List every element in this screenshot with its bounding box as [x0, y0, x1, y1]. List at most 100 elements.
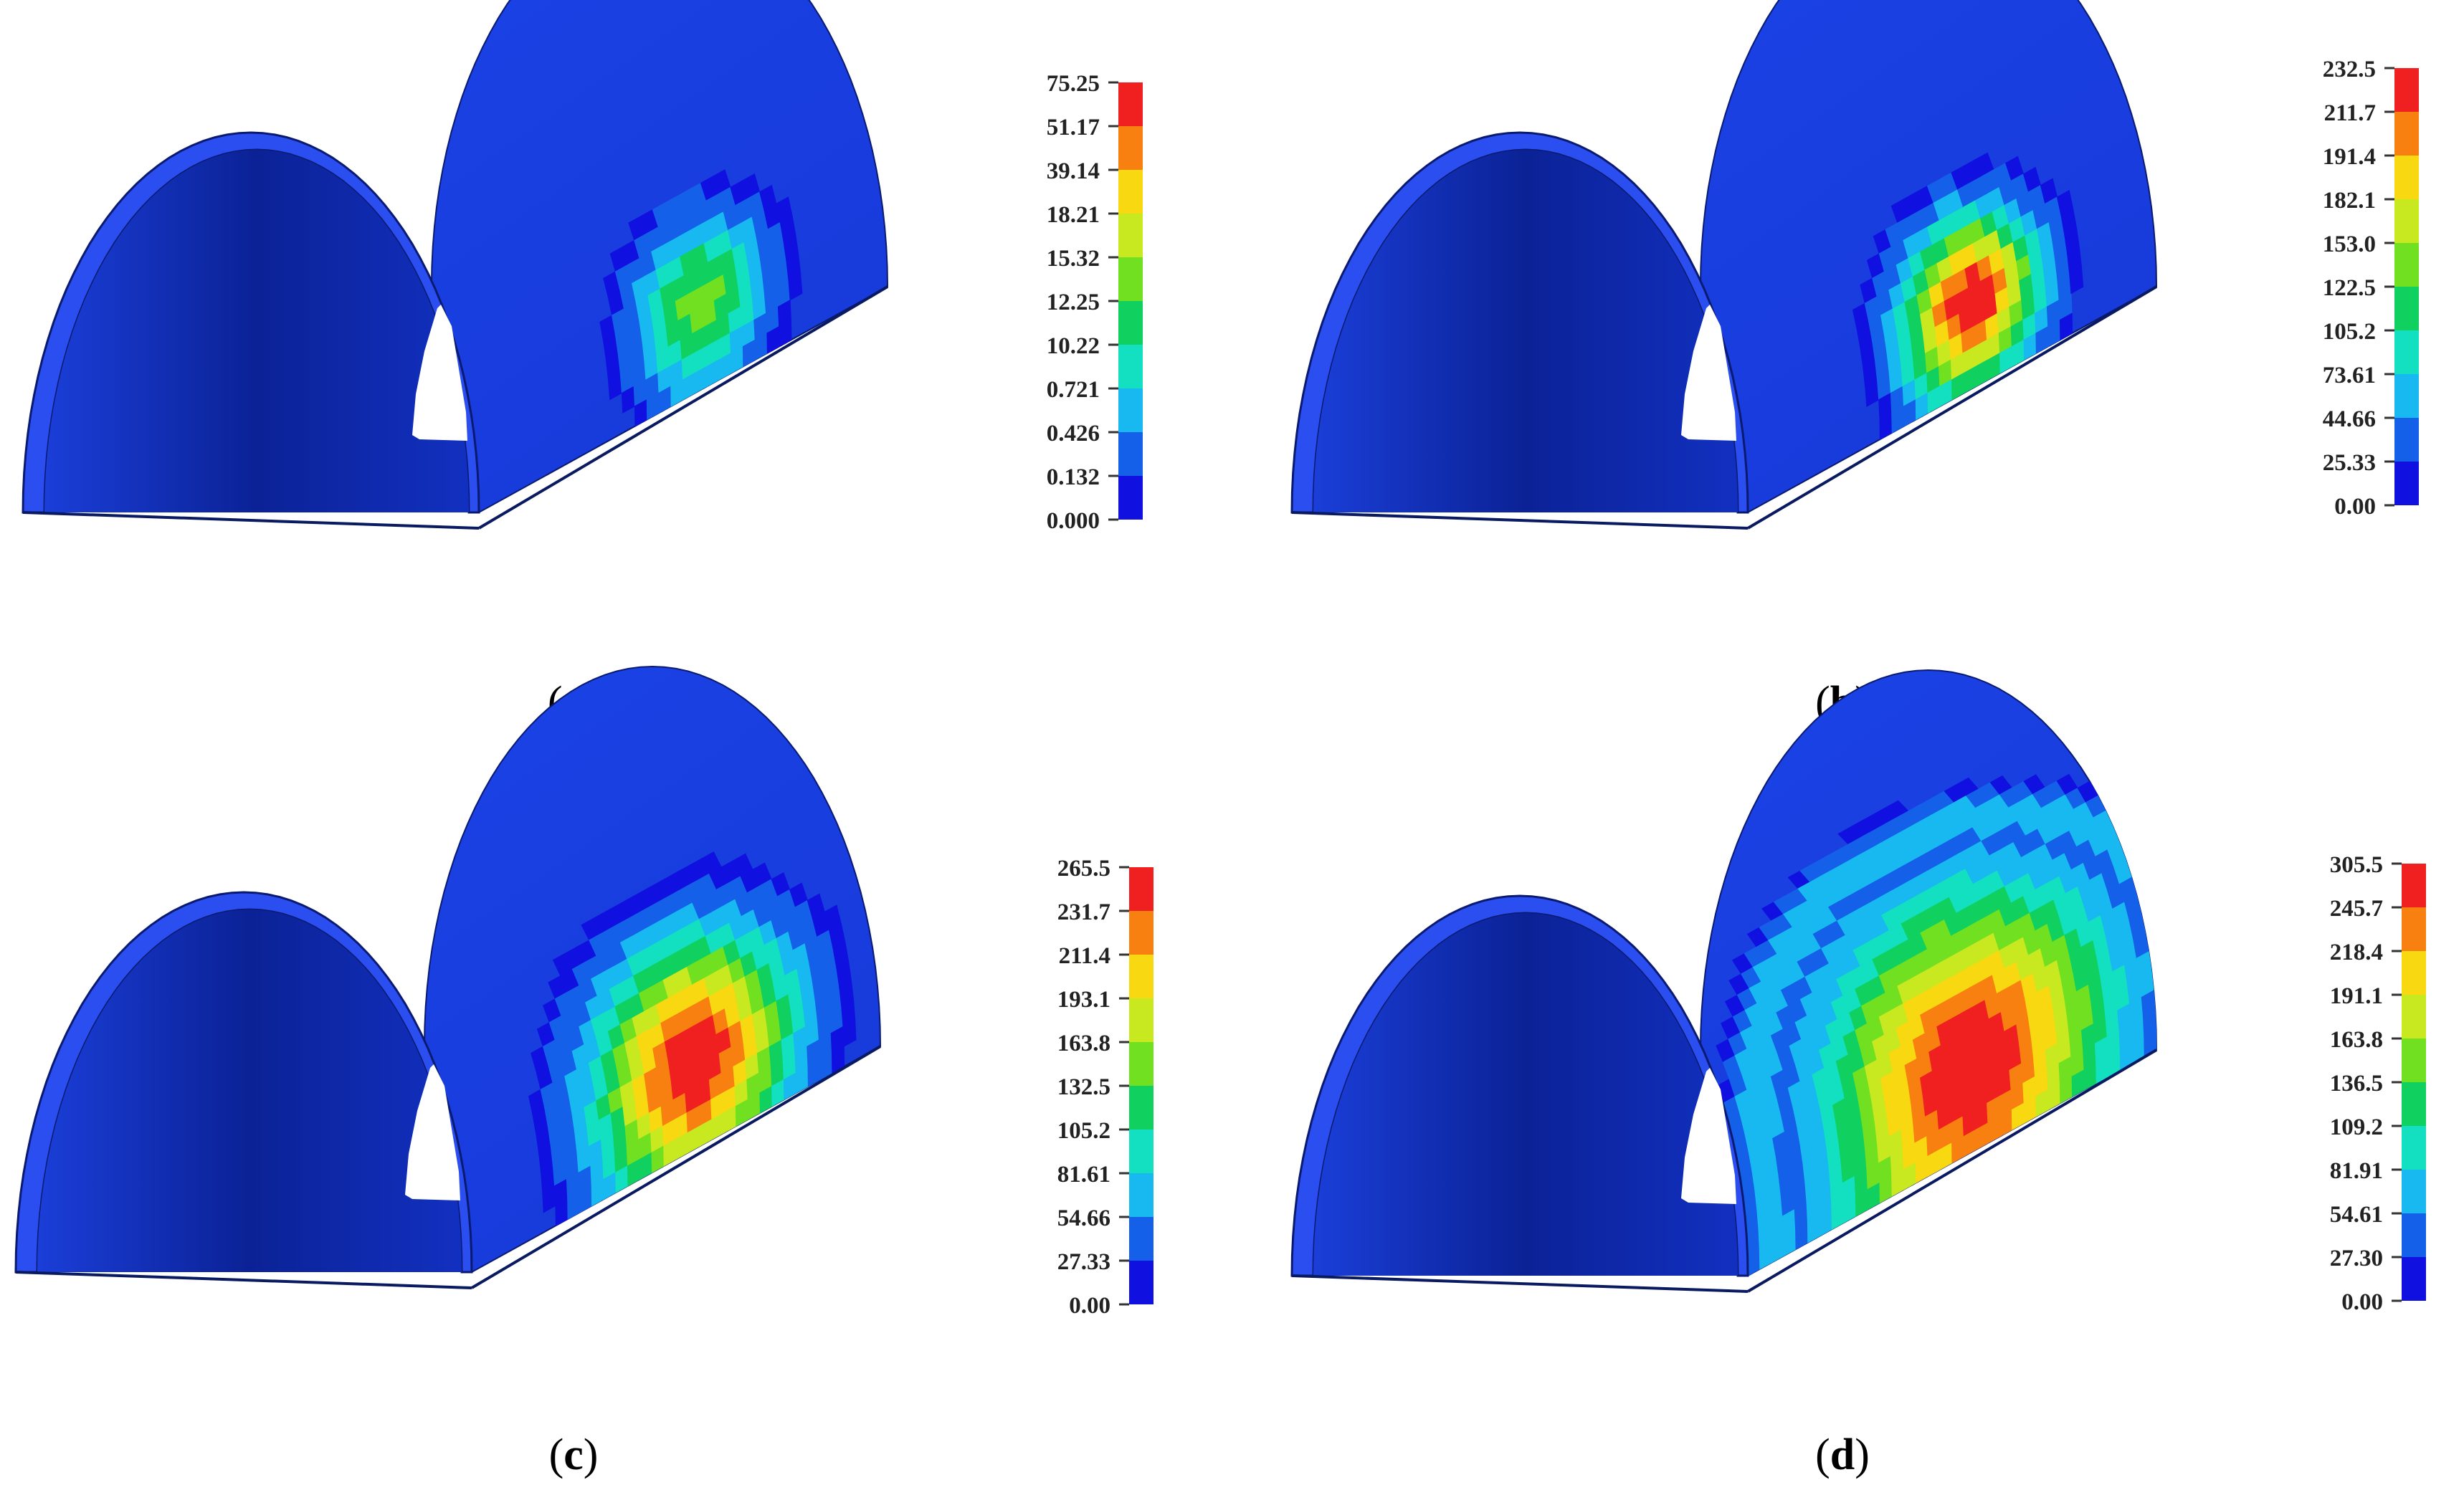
stress-contour-region	[599, 169, 803, 427]
legend-tick-label: 81.61	[1057, 1162, 1110, 1188]
legend-color-segment	[1118, 214, 1143, 257]
legend-color-segment	[1129, 1130, 1153, 1173]
tunnel-interior	[37, 909, 462, 1272]
legend-color-segment	[2402, 995, 2426, 1038]
legend-color-segment	[2402, 907, 2426, 951]
legend-tick-label: 163.8	[1057, 1031, 1110, 1056]
legend-color-segment	[2394, 330, 2419, 374]
tunnel-side-base-edge	[470, 1045, 882, 1289]
legend-d: 305.5 245.7 218.4 191.1 163.8 136.5 109.2 81.91…	[2330, 852, 2426, 1315]
legend-tick-label: 132.5	[1057, 1074, 1110, 1100]
tunnel-side-base-edge	[1746, 1049, 2158, 1293]
contour-cell	[2059, 312, 2073, 340]
legend-tick-label: 10.22	[1047, 333, 1100, 359]
legend-color-segment	[1118, 301, 1143, 345]
tunnel-back-opening	[1681, 1068, 1736, 1204]
legend-tick-label: 0.00	[2334, 494, 2376, 520]
contour-cell	[842, 1019, 857, 1047]
legend-tick-label: 0.000	[1047, 508, 1100, 534]
tunnel-back-opening	[405, 1064, 460, 1200]
legend-tick-label: 191.1	[2330, 983, 2383, 1009]
stress-contour-region	[528, 851, 857, 1226]
legend-color-segment	[2394, 418, 2419, 462]
contour-cell	[788, 273, 803, 301]
legend-tick-label: 231.7	[1057, 899, 1110, 925]
legend-tick-label: 27.33	[1057, 1249, 1110, 1275]
legend-tick-label: 211.4	[1059, 943, 1110, 969]
legend-color-segment	[1118, 432, 1143, 476]
legend-tick-label: 81.91	[2330, 1158, 2383, 1184]
panel-d	[1290, 669, 2158, 1293]
caption-c: (c)	[549, 1431, 599, 1479]
tunnel-interior	[44, 150, 469, 512]
legend-tick-label: 105.2	[1057, 1118, 1110, 1144]
legend-color-segment	[1129, 1042, 1153, 1086]
tunnel-base-edge	[22, 511, 480, 530]
legend-tick-label: 39.14	[1047, 158, 1100, 184]
tunnel-base-edge	[1291, 511, 1749, 530]
legend-tick-label: 265.5	[1057, 856, 1110, 882]
legend-tick-label: 136.5	[2330, 1071, 2383, 1097]
legend-tick-label: 51.17	[1047, 115, 1100, 140]
legend-tick-label: 18.21	[1047, 202, 1100, 228]
legend-b: 232.5 211.7 191.4 182.1 153.0 122.5 105.2 73.61…	[2323, 57, 2419, 520]
legend-tick-label: 0.132	[1047, 464, 1100, 490]
legend-tick-label: 153.0	[2323, 231, 2376, 257]
stress-contour-region	[1716, 773, 2157, 1276]
tunnel-model-b	[1290, 0, 2158, 530]
tunnel-side-base-edge	[1746, 285, 2158, 530]
legend-tick-label: 232.5	[2323, 57, 2376, 82]
legend-tick-label: 193.1	[1057, 987, 1110, 1013]
legend-color-segment	[1129, 1173, 1153, 1217]
legend-color-segment	[1129, 1217, 1153, 1261]
tunnel-base-edge	[1291, 1274, 1749, 1293]
legend-color-segment	[1129, 911, 1153, 955]
contour-cell	[2069, 266, 2084, 295]
legend-tick-label: 15.32	[1047, 246, 1100, 272]
legend-tick-label: 163.8	[2330, 1027, 2383, 1053]
legend-tick-label: 12.25	[1047, 290, 1100, 315]
legend-color-segment	[1129, 998, 1153, 1042]
legend-tick-label: 0.00	[1069, 1293, 1110, 1319]
legend-tick-label: 54.61	[2330, 1202, 2383, 1228]
legend-color-segment	[1118, 345, 1143, 388]
legend-color-segment	[1129, 1261, 1153, 1304]
legend-tick-label: 27.30	[2330, 1246, 2383, 1271]
legend-color-segment	[1129, 955, 1153, 998]
legend-color-segment	[2402, 1213, 2426, 1257]
legend-color-segment	[2394, 374, 2419, 418]
legend-c: 265.5 231.7 211.4 193.1 163.8 132.5 105.2 81.61…	[1057, 856, 1153, 1319]
tunnel-base-edge	[15, 1271, 472, 1289]
legend-tick-label: 211.7	[2324, 100, 2376, 126]
legend-color-segment	[2394, 243, 2419, 287]
legend-color-segment	[2394, 287, 2419, 330]
legend-color-segment	[2402, 1082, 2426, 1126]
legend-color-segment	[2394, 156, 2419, 199]
legend-color-segment	[1118, 126, 1143, 170]
legend-tick-label: 0.00	[2341, 1289, 2383, 1315]
legend-tick-label: 75.25	[1047, 71, 1100, 97]
legend-color-segment	[2402, 1038, 2426, 1082]
legend-tick-label: 218.4	[2330, 940, 2383, 965]
legend-tick-label: 182.1	[2323, 188, 2376, 214]
legend-tick-label: 44.66	[2323, 406, 2376, 432]
tunnel-model-c	[14, 665, 882, 1289]
panel-a	[22, 0, 889, 530]
tunnel-interior	[1313, 913, 1738, 1276]
legend-color-segment	[2402, 1257, 2426, 1301]
legend-tick-label: 25.33	[2323, 450, 2376, 476]
legend-color-segment	[2394, 112, 2419, 156]
panel-c	[14, 665, 882, 1289]
tunnel-back-opening	[412, 305, 467, 441]
legend-tick-label: 0.721	[1047, 377, 1100, 403]
legend-color-segment	[1118, 388, 1143, 432]
tunnel-model-a	[22, 0, 889, 530]
legend-color-segment	[2402, 1126, 2426, 1170]
legend-color-segment	[1118, 257, 1143, 301]
legend-tick-label: 245.7	[2330, 896, 2383, 922]
legend-color-segment	[2394, 462, 2419, 505]
legend-tick-label: 122.5	[2323, 275, 2376, 301]
legend-color-segment	[2402, 864, 2426, 907]
legend-color-segment	[2402, 1170, 2426, 1213]
